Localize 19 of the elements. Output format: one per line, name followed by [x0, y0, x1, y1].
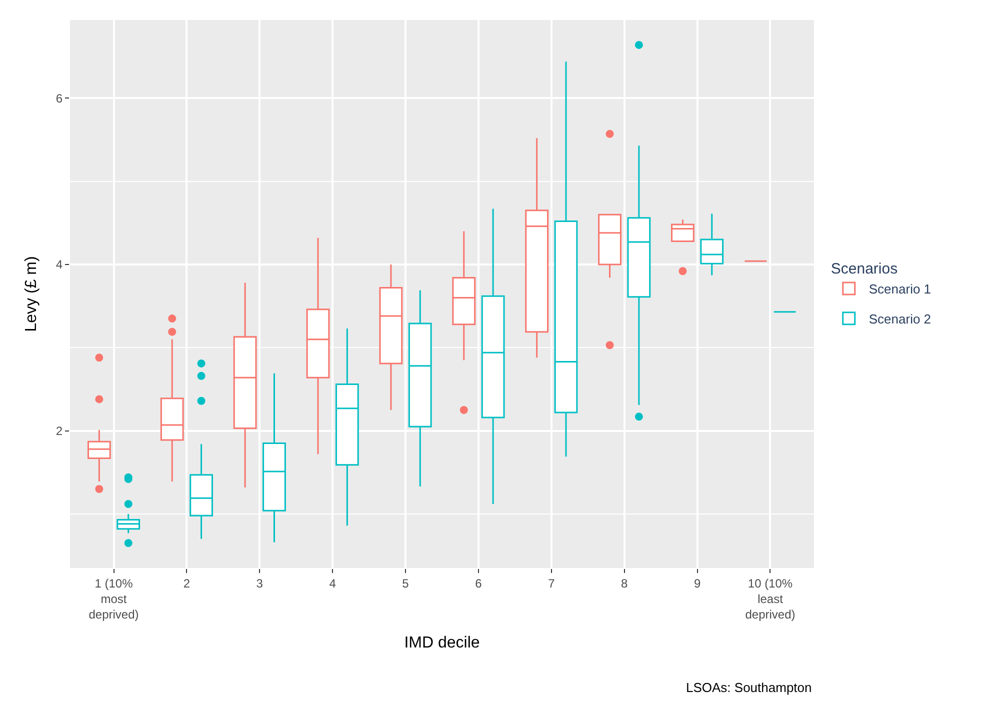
legend-label: Scenario 1: [868, 282, 932, 297]
legend-label: Scenario 2: [868, 311, 932, 326]
y-tick-label: 2: [56, 424, 63, 438]
x-tick-label: 4: [329, 576, 336, 590]
x-tick-label: 3: [256, 576, 264, 590]
x-tick-label: 9: [694, 576, 701, 590]
x-tick-label: 1 (10% most deprived): [88, 576, 139, 622]
x-tick-label: 2: [183, 576, 190, 590]
y-tick-label: 6: [56, 91, 63, 106]
x-tick-label: 8: [621, 576, 628, 590]
legend-title: Scenarios: [830, 260, 898, 278]
y-tick-label: 4: [56, 258, 63, 272]
x-tick-label: 5: [402, 576, 410, 590]
x-tick-label: 7: [548, 576, 556, 590]
x-tick-label: 6: [475, 576, 482, 590]
y-axis-title: Levy (£ m): [22, 256, 40, 332]
text: LSOAs: Southampton: [686, 680, 812, 695]
x-axis-title: IMD decile: [404, 634, 480, 652]
x-tick-label: 10 (10% least deprived): [745, 576, 796, 622]
